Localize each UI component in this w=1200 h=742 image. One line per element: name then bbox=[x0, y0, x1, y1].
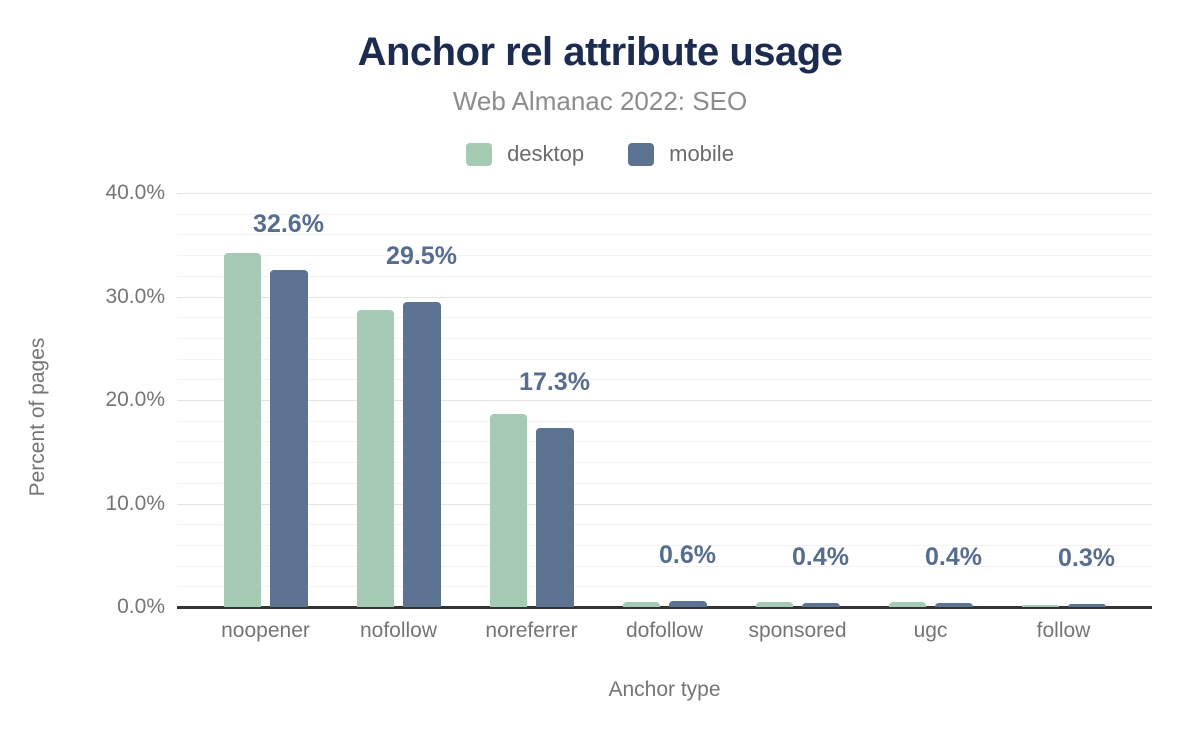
minor-gridline bbox=[177, 275, 1152, 277]
legend-item-desktop: desktop bbox=[466, 141, 584, 167]
minor-gridline bbox=[177, 462, 1152, 464]
legend: desktop mobile bbox=[0, 141, 1200, 167]
major-gridline bbox=[177, 503, 1152, 505]
bar-mobile-ugc bbox=[935, 602, 973, 607]
category-label-nofollow: nofollow bbox=[359, 619, 438, 642]
bar-mobile-noreferrer bbox=[536, 427, 574, 607]
minor-gridline bbox=[177, 379, 1152, 381]
category-label-follow: follow bbox=[1036, 619, 1091, 642]
minor-gridline bbox=[177, 317, 1152, 319]
x-axis-title: Anchor type bbox=[608, 678, 721, 701]
bar-desktop-noreferrer bbox=[490, 414, 527, 607]
data-label-noopener: 32.6% bbox=[253, 209, 324, 238]
data-label-sponsored: 0.4% bbox=[792, 542, 849, 571]
data-label-follow: 0.3% bbox=[1058, 543, 1115, 572]
y-axis-title: Percent of pages bbox=[26, 337, 49, 497]
legend-label-desktop: desktop bbox=[507, 141, 585, 166]
data-label-noreferrer: 17.3% bbox=[519, 367, 590, 396]
mobile-legend-swatch-icon bbox=[628, 142, 655, 166]
chart-subtitle: Web Almanac 2022: SEO bbox=[452, 86, 748, 116]
x-axis-line bbox=[177, 606, 1152, 609]
minor-gridline bbox=[177, 255, 1152, 257]
bar-desktop-nofollow bbox=[357, 309, 394, 607]
minor-gridline bbox=[177, 524, 1152, 526]
desktop-legend-swatch-icon bbox=[466, 142, 493, 166]
minor-gridline bbox=[177, 213, 1152, 215]
bar-desktop-ugc bbox=[889, 601, 926, 607]
y-tick-label: 30.0% bbox=[105, 284, 165, 308]
bar-mobile-nofollow bbox=[403, 301, 441, 607]
minor-gridline bbox=[177, 234, 1152, 236]
category-label-dofollow: dofollow bbox=[625, 619, 704, 642]
minor-gridline bbox=[177, 420, 1152, 422]
legend-label-mobile: mobile bbox=[669, 141, 734, 166]
bar-desktop-dofollow bbox=[623, 601, 660, 607]
category-label-ugc: ugc bbox=[913, 619, 948, 642]
data-label-dofollow: 0.6% bbox=[659, 540, 716, 569]
chart-title: Anchor rel attribute usage bbox=[357, 30, 843, 74]
major-gridline bbox=[177, 400, 1152, 401]
bar-desktop-follow bbox=[1022, 604, 1059, 607]
major-gridline bbox=[177, 193, 1152, 194]
category-label-sponsored: sponsored bbox=[748, 619, 847, 642]
minor-gridline bbox=[177, 565, 1152, 567]
minor-gridline bbox=[177, 358, 1152, 360]
bar-desktop-noopener bbox=[224, 253, 261, 607]
category-label-noreferrer: noreferrer bbox=[485, 619, 578, 642]
bar-mobile-noopener bbox=[270, 269, 308, 607]
minor-gridline bbox=[177, 482, 1152, 484]
major-gridline bbox=[177, 296, 1152, 298]
legend-item-mobile: mobile bbox=[628, 141, 734, 167]
y-tick-label: 0.0% bbox=[117, 595, 165, 618]
bar-desktop-sponsored bbox=[756, 601, 793, 607]
bar-mobile-follow bbox=[1068, 603, 1106, 607]
minor-gridline bbox=[177, 441, 1152, 443]
minor-gridline bbox=[177, 586, 1152, 588]
data-label-nofollow: 29.5% bbox=[386, 241, 457, 270]
data-label-ugc: 0.4% bbox=[925, 542, 982, 571]
y-tick-label: 10.0% bbox=[105, 491, 165, 515]
bar-mobile-sponsored bbox=[802, 602, 840, 607]
minor-gridline bbox=[177, 544, 1152, 546]
bar-mobile-dofollow bbox=[669, 600, 707, 607]
y-tick-label: 40.0% bbox=[105, 181, 165, 204]
minor-gridline bbox=[177, 337, 1152, 339]
category-label-noopener: noopener bbox=[221, 619, 310, 642]
y-tick-label: 20.0% bbox=[105, 388, 165, 411]
